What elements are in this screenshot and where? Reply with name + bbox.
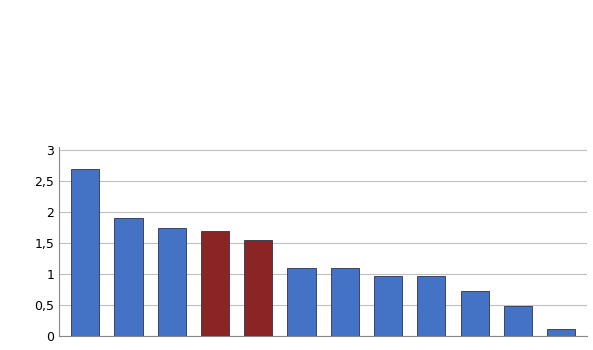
- Bar: [504, 306, 532, 336]
- Bar: [114, 218, 142, 336]
- Bar: [374, 276, 402, 336]
- Bar: [244, 240, 272, 336]
- Bar: [71, 169, 99, 336]
- Bar: [331, 268, 359, 336]
- Bar: [461, 292, 489, 336]
- Bar: [158, 228, 186, 336]
- Bar: [288, 268, 315, 336]
- Bar: [547, 329, 575, 336]
- Bar: [201, 231, 229, 336]
- Bar: [417, 276, 445, 336]
